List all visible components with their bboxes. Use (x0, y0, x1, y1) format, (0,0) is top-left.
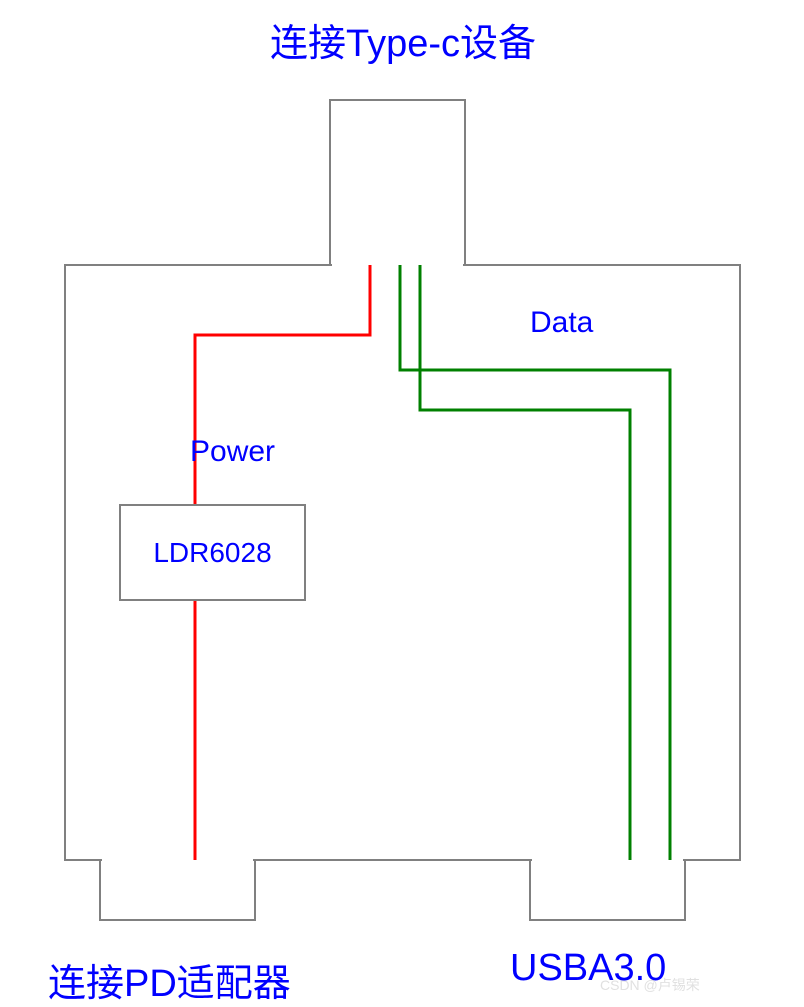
power-label: Power (190, 435, 275, 469)
bottom-right-connector (530, 860, 685, 920)
diagram-container: 连接Type-c设备 Power Data LDR6028 连接PD适配器 US… (0, 0, 804, 1001)
connector-join (532, 858, 683, 862)
connector-join (102, 858, 253, 862)
data-line-2 (420, 265, 630, 860)
chip-label: LDR6028 (120, 505, 305, 600)
bottom-left-connector (100, 860, 255, 920)
diagram-svg (0, 0, 804, 1001)
watermark: CSDN @卢锡荣 (600, 975, 700, 995)
title-label: 连接Type-c设备 (270, 12, 536, 67)
top-connector (330, 100, 465, 265)
data-label: Data (530, 306, 593, 340)
connector-join (332, 263, 463, 267)
bottom-left-label: 连接PD适配器 (48, 952, 291, 1007)
